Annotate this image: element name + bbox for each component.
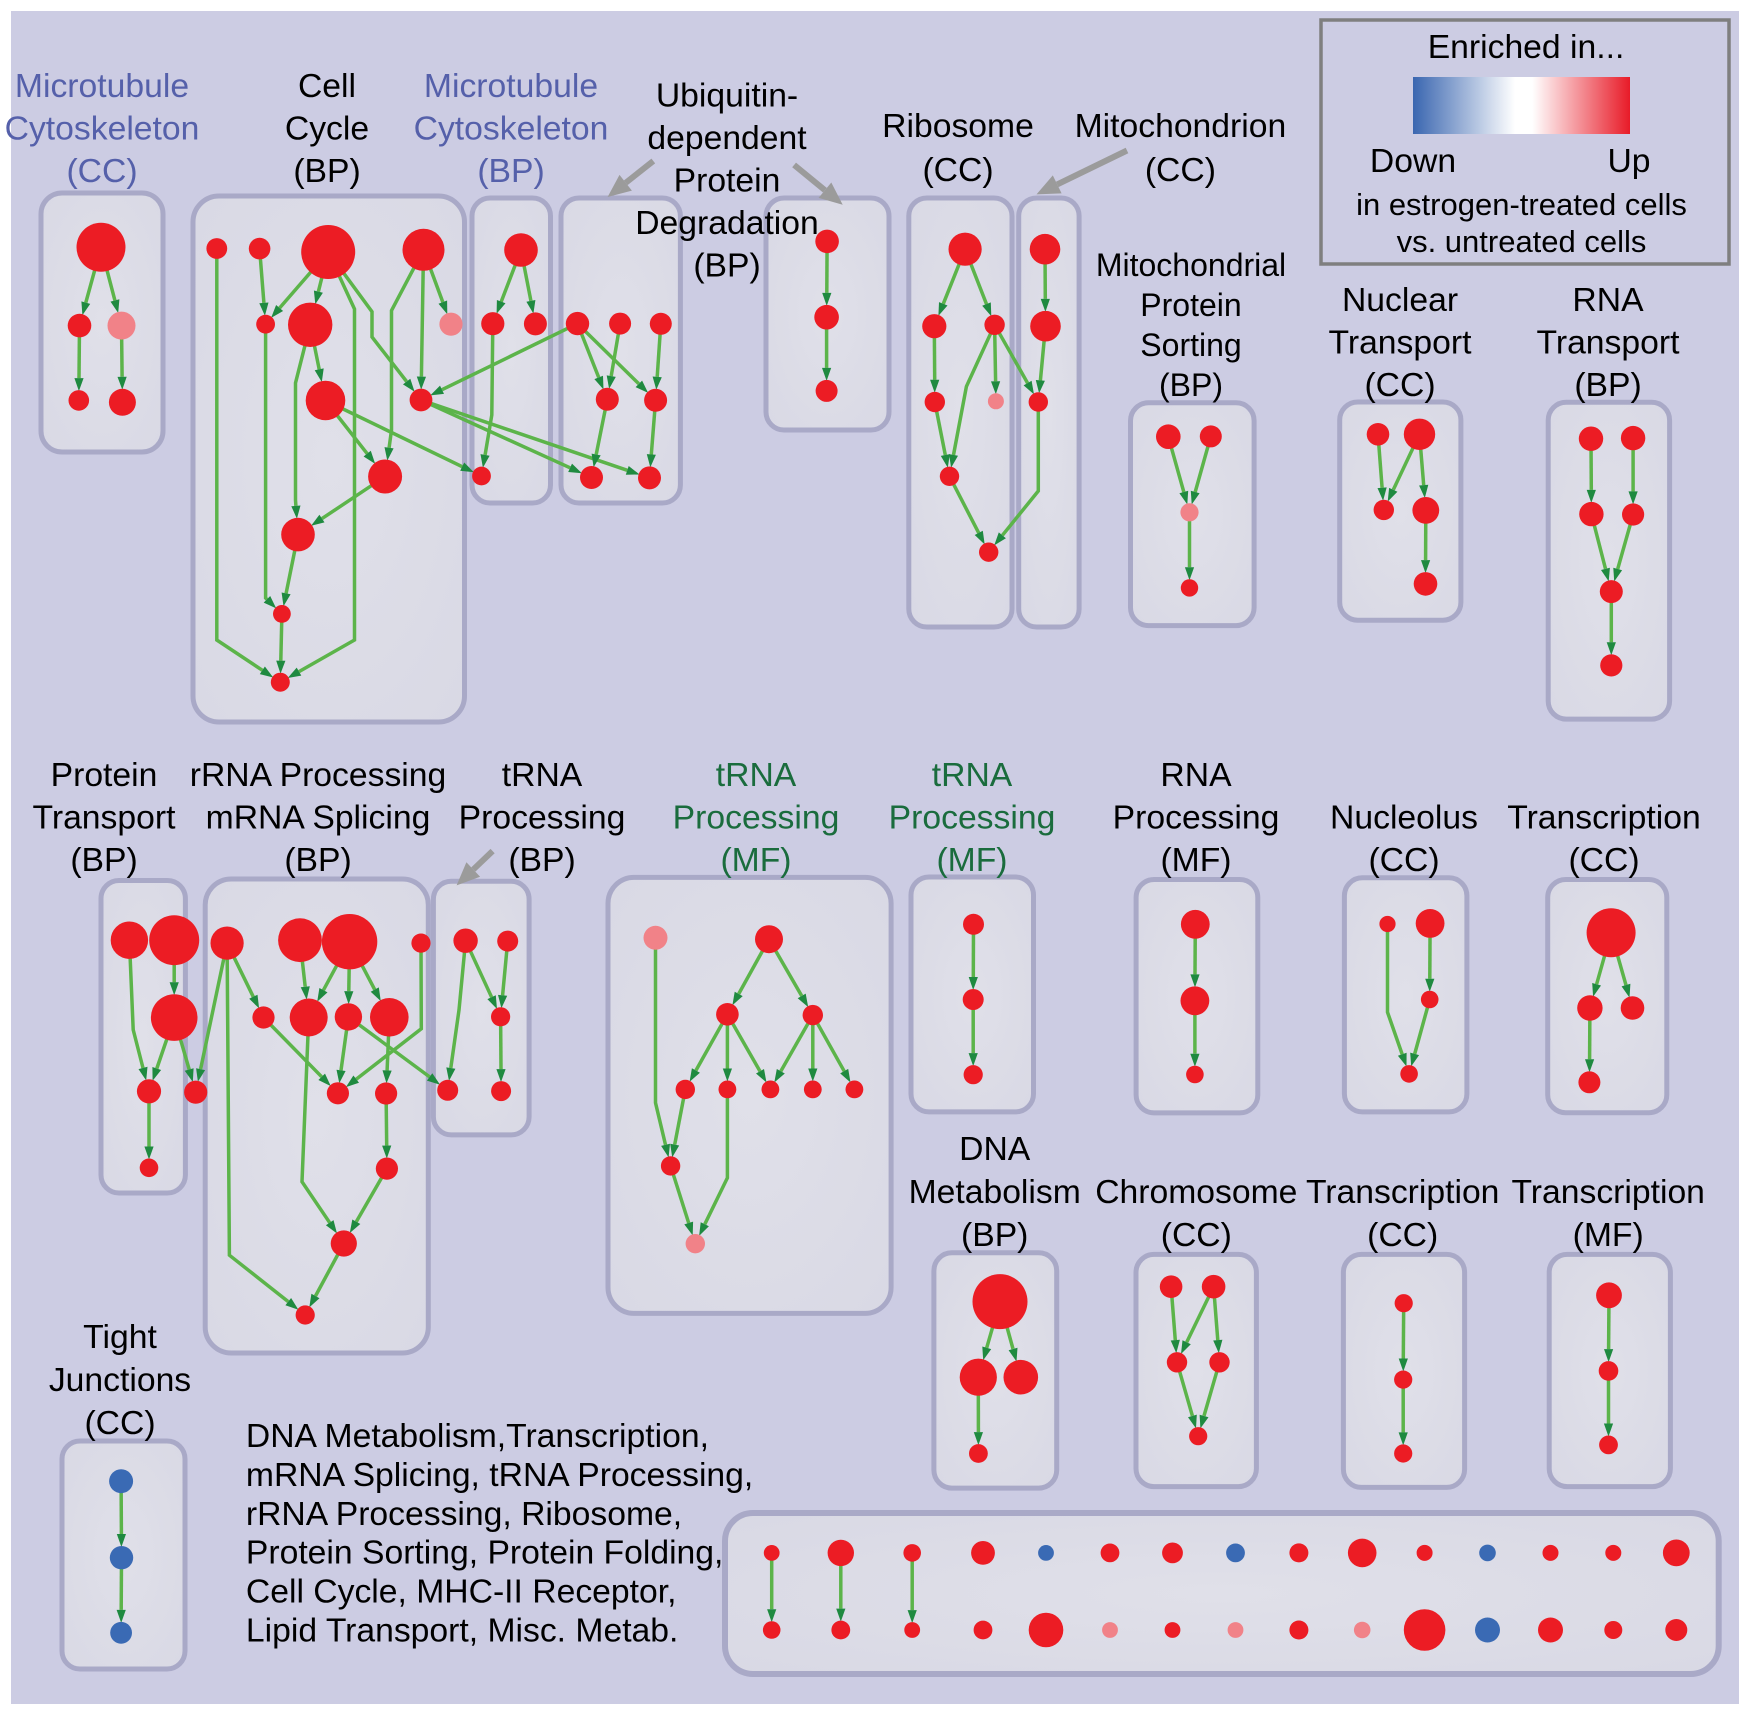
svg-text:Mitochondrion: Mitochondrion bbox=[1075, 107, 1287, 145]
svg-text:Sorting: Sorting bbox=[1140, 327, 1241, 363]
svg-text:(BP): (BP) bbox=[70, 841, 137, 879]
svg-text:(MF): (MF) bbox=[936, 841, 1007, 879]
svg-text:(MF): (MF) bbox=[720, 841, 791, 879]
svg-text:(MF): (MF) bbox=[1573, 1216, 1644, 1254]
svg-text:(CC): (CC) bbox=[1367, 1216, 1438, 1254]
svg-text:rRNA Processing: rRNA Processing bbox=[190, 756, 447, 794]
svg-text:Cell: Cell bbox=[298, 67, 356, 105]
svg-text:Processing: Processing bbox=[1113, 799, 1280, 837]
svg-text:Processing: Processing bbox=[889, 799, 1056, 837]
svg-text:DNA Metabolism,Transcription,: DNA Metabolism,Transcription, bbox=[246, 1417, 709, 1455]
svg-text:Nuclear: Nuclear bbox=[1342, 281, 1458, 319]
svg-text:tRNA: tRNA bbox=[932, 756, 1013, 794]
svg-text:(BP): (BP) bbox=[693, 247, 760, 285]
svg-text:mRNA Splicing, tRNA Processing: mRNA Splicing, tRNA Processing, bbox=[246, 1456, 753, 1494]
svg-text:(BP): (BP) bbox=[293, 152, 360, 190]
svg-text:(CC): (CC) bbox=[1364, 366, 1435, 404]
svg-text:Tight: Tight bbox=[83, 1318, 157, 1356]
svg-text:(CC): (CC) bbox=[1145, 151, 1216, 189]
svg-text:Down: Down bbox=[1370, 142, 1456, 180]
svg-text:(CC): (CC) bbox=[1161, 1216, 1232, 1254]
svg-text:Chromosome: Chromosome bbox=[1095, 1173, 1297, 1211]
svg-text:mRNA Splicing: mRNA Splicing bbox=[206, 799, 431, 837]
svg-text:rRNA Processing, Ribosome,: rRNA Processing, Ribosome, bbox=[246, 1495, 682, 1533]
svg-text:Nucleolus: Nucleolus bbox=[1330, 799, 1478, 837]
svg-text:(MF): (MF) bbox=[1160, 841, 1231, 879]
svg-text:dependent: dependent bbox=[647, 119, 807, 157]
svg-text:(CC): (CC) bbox=[1368, 841, 1439, 879]
svg-text:tRNA: tRNA bbox=[716, 756, 797, 794]
svg-text:(CC): (CC) bbox=[1568, 841, 1639, 879]
svg-text:(BP): (BP) bbox=[284, 841, 351, 879]
svg-text:(CC): (CC) bbox=[66, 152, 137, 190]
svg-text:Metabolism: Metabolism bbox=[909, 1173, 1081, 1211]
svg-text:Ubiquitin-: Ubiquitin- bbox=[656, 77, 798, 115]
svg-text:Up: Up bbox=[1607, 142, 1650, 180]
svg-text:tRNA: tRNA bbox=[502, 756, 583, 794]
svg-text:Cytoskeleton: Cytoskeleton bbox=[5, 110, 200, 148]
svg-text:Cycle: Cycle bbox=[285, 110, 369, 148]
svg-text:Protein: Protein bbox=[674, 162, 781, 200]
svg-text:Ribosome: Ribosome bbox=[882, 107, 1034, 145]
svg-text:(CC): (CC) bbox=[84, 1404, 155, 1442]
svg-text:Cytoskeleton: Cytoskeleton bbox=[414, 110, 609, 148]
svg-text:(BP): (BP) bbox=[961, 1216, 1028, 1254]
svg-text:Lipid Transport, Misc. Metab.: Lipid Transport, Misc. Metab. bbox=[246, 1612, 679, 1650]
svg-text:Microtubule: Microtubule bbox=[15, 67, 189, 105]
svg-text:Protein Sorting, Protein Foldi: Protein Sorting, Protein Folding, bbox=[246, 1534, 724, 1572]
svg-text:Transcription: Transcription bbox=[1507, 799, 1700, 837]
svg-text:RNA: RNA bbox=[1160, 756, 1232, 794]
svg-text:DNA: DNA bbox=[959, 1130, 1031, 1168]
svg-text:Protein: Protein bbox=[1140, 287, 1241, 323]
svg-text:Cell Cycle, MHC-II Receptor,: Cell Cycle, MHC-II Receptor, bbox=[246, 1573, 677, 1611]
svg-text:RNA: RNA bbox=[1572, 281, 1644, 319]
svg-text:Mitochondrial: Mitochondrial bbox=[1096, 247, 1286, 283]
svg-text:Degradation: Degradation bbox=[635, 204, 819, 242]
svg-text:vs. untreated cells: vs. untreated cells bbox=[1397, 224, 1647, 259]
svg-text:Transcription: Transcription bbox=[1306, 1173, 1499, 1211]
svg-text:Processing: Processing bbox=[673, 799, 840, 837]
svg-text:Processing: Processing bbox=[459, 799, 626, 837]
svg-text:Microtubule: Microtubule bbox=[424, 67, 598, 105]
svg-text:Transport: Transport bbox=[1537, 324, 1681, 362]
svg-text:Transport: Transport bbox=[33, 799, 177, 837]
svg-text:(BP): (BP) bbox=[477, 152, 544, 190]
svg-text:Transport: Transport bbox=[1329, 324, 1473, 362]
svg-text:(BP): (BP) bbox=[508, 841, 575, 879]
svg-text:(CC): (CC) bbox=[922, 151, 993, 189]
svg-text:(BP): (BP) bbox=[1159, 367, 1223, 403]
svg-text:Enriched in...: Enriched in... bbox=[1428, 28, 1625, 66]
svg-text:Junctions: Junctions bbox=[49, 1361, 191, 1399]
svg-text:in estrogen-treated cells: in estrogen-treated cells bbox=[1356, 187, 1687, 222]
svg-text:Protein: Protein bbox=[51, 756, 158, 794]
svg-text:Transcription: Transcription bbox=[1511, 1173, 1704, 1211]
svg-text:(BP): (BP) bbox=[1574, 366, 1641, 404]
